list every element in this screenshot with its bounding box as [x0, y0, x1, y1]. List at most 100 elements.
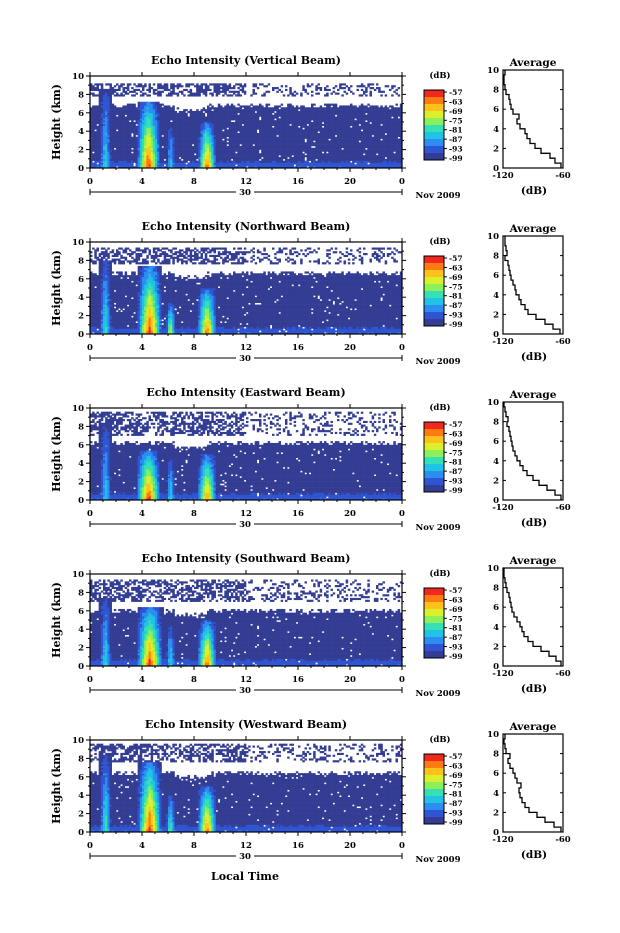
heatmap-cell [304, 112, 307, 115]
heatmap-cell [183, 112, 186, 115]
heatmap-cell [150, 147, 154, 150]
heatmap-cell [358, 122, 362, 125]
heatmap-cell [228, 142, 232, 145]
heatmap-cell [105, 99, 108, 103]
heatmap-cell [365, 155, 368, 158]
heatmap-cell [168, 107, 171, 110]
heatmap-cell [382, 133, 385, 136]
heatmap-cell [272, 109, 275, 112]
heatmap-cell [152, 136, 156, 139]
heatmap-cell [321, 145, 325, 149]
heatmap-cell [345, 85, 349, 88]
heatmap-cell [382, 153, 385, 156]
heatmap-cell [239, 149, 242, 152]
heatmap-cell [254, 144, 258, 147]
heatmap-cell [142, 156, 145, 160]
heatmap-cell [261, 160, 264, 163]
heatmap-cell [178, 136, 182, 139]
heatmap-cell [339, 133, 342, 136]
heatmap-cell [263, 114, 266, 117]
heatmap-cell [155, 92, 158, 95]
heatmap-cell [170, 125, 173, 128]
heatmap-cell [293, 110, 297, 114]
heatmap-cell [282, 125, 286, 128]
heatmap-cell [287, 151, 290, 154]
heatmap-cell [367, 142, 370, 145]
heatmap-cell [285, 134, 288, 138]
heatmap-cell [276, 112, 279, 115]
heatmap-cell [352, 120, 355, 123]
heatmap-cell [300, 109, 303, 112]
heatmap-cell [319, 149, 323, 152]
heatmap-cell [337, 164, 340, 167]
heatmap-cell [194, 122, 197, 125]
heatmap-cell [168, 160, 171, 163]
heatmap-cell [256, 107, 260, 110]
heatmap-cell [337, 88, 340, 92]
heatmap-cell [317, 158, 320, 161]
heatmap-cell [139, 155, 143, 158]
heatmap-cell [237, 107, 240, 110]
heatmap-cell [332, 127, 336, 130]
heatmap-cell [144, 138, 147, 141]
heatmap-cell [265, 140, 268, 143]
heatmap-cell [378, 109, 381, 112]
heatmap-cell [304, 160, 307, 163]
heatmap-cell [356, 107, 359, 110]
heatmap-cell [103, 101, 106, 104]
heatmap-cell [265, 158, 268, 161]
heatmap-cell [126, 116, 130, 119]
heatmap-cell [350, 110, 353, 114]
heatmap-cell [183, 164, 186, 167]
heatmap-cell [120, 123, 123, 126]
heatmap-cell [347, 133, 351, 136]
heatmap-cell [194, 151, 197, 154]
heatmap-cell [254, 125, 258, 128]
heatmap-cell [354, 109, 357, 112]
heatmap-cell [215, 112, 219, 115]
heatmap-cell [202, 116, 206, 119]
heatmap-cell [282, 162, 286, 165]
heatmap-cell [191, 138, 195, 141]
heatmap-cell [163, 88, 167, 92]
heatmap-cell [157, 105, 160, 108]
heatmap-cell [174, 125, 177, 128]
heatmap-cell [200, 125, 203, 128]
heatmap-cell [120, 151, 123, 154]
heatmap-cell [293, 134, 297, 138]
heatmap-cell [202, 127, 206, 130]
heatmap-cell [168, 131, 171, 134]
heatmap-cell [165, 109, 169, 112]
heatmap-cell [209, 142, 212, 145]
heatmap-cell [345, 160, 349, 163]
heatmap-cell [267, 155, 271, 158]
heatmap-cell [204, 151, 208, 154]
heatmap-cell [360, 156, 364, 160]
heatmap-cell [111, 142, 115, 145]
heatmap-cell [343, 87, 346, 90]
heatmap-cell [380, 164, 383, 167]
heatmap-cell [124, 149, 128, 152]
heatmap-cell [116, 153, 119, 156]
heatmap-cell [332, 138, 336, 141]
heatmap-cell [235, 112, 238, 115]
heatmap-cell [341, 138, 344, 141]
heatmap-cell [278, 123, 281, 126]
heatmap-cell [90, 85, 93, 88]
heatmap-cell [233, 131, 236, 134]
heatmap-cell [161, 127, 164, 130]
heatmap-cell [152, 109, 156, 112]
heatmap-cell [252, 147, 255, 150]
heatmap-cell [204, 116, 208, 119]
heatmap-cell [230, 144, 234, 147]
heatmap-cell [334, 166, 338, 169]
heatmap-cell [146, 131, 149, 134]
heatmap-cell [94, 138, 97, 141]
heatmap-cell [157, 125, 160, 128]
heatmap-cell [272, 138, 275, 141]
heatmap-cell [328, 164, 331, 167]
heatmap-cell [306, 133, 310, 136]
heatmap-cell [103, 92, 106, 95]
heatmap-cell [111, 162, 115, 165]
heatmap-cell [289, 116, 292, 119]
